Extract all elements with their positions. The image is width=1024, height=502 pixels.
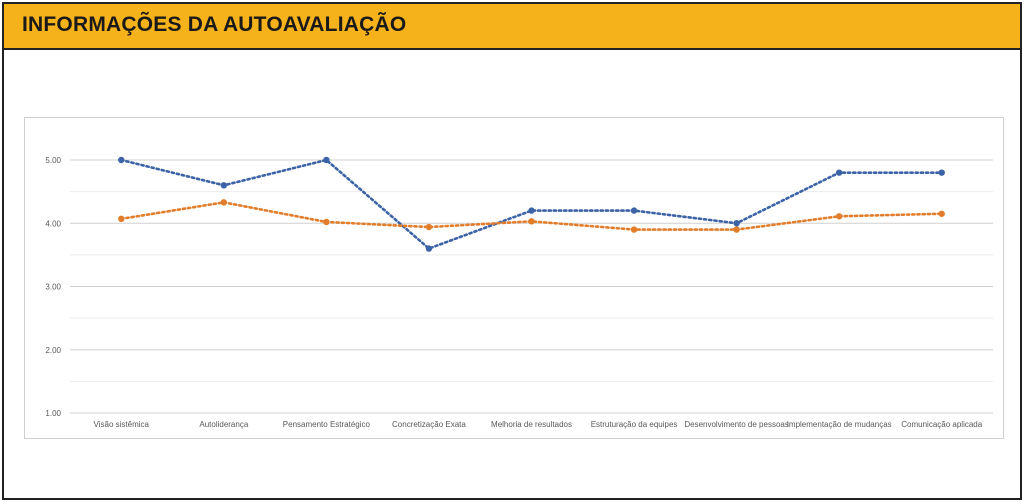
series-2-point [733,226,740,233]
x-tick-label: Concretização Exata [392,420,466,429]
series-2-point [528,218,535,225]
series-2-point [938,210,945,217]
series-1-point [938,169,945,176]
series-2-point [835,213,843,220]
y-tick-label: 2.00 [45,346,61,355]
line-chart: 1.00 2.00 3.00 4.00 5.00 Visão sistêmica Autol… [45,156,993,429]
series-1-point [733,220,740,227]
series-2-point [118,215,125,223]
series-2-point [323,218,330,226]
y-tick-label: 5.00 [45,156,61,165]
series-1-point [118,156,125,164]
x-tick-label: Autoliderança [199,420,248,429]
x-tick-label: Implementação de mudanças [787,420,892,429]
series-2-point [425,223,433,231]
x-tick-label: Visão sistêmica [94,420,150,429]
series-2-line [119,201,944,231]
series-2-point [630,226,638,233]
series-1-point [425,245,433,252]
series-1-line [119,158,944,251]
series-1-point [630,207,638,214]
x-tick-label: Desenvolvimento de pessoas [684,420,789,429]
series-1-point [323,156,330,164]
x-tick-label: Pensamento Estratégico [283,420,371,429]
series-2-point [220,199,228,206]
series-1-point [528,207,535,214]
y-tick-label: 3.00 [45,283,61,292]
x-tick-label: Melhoria de resultados [491,420,572,429]
x-tick-label: Comunicação aplicada [901,420,982,429]
header-bar: INFORMAÇÕES DA AUTOAVALIAÇÃO [4,4,1020,50]
y-tick-label: 4.00 [45,219,61,228]
x-tick-label: Estruturação da equipes [591,420,678,429]
page-title: INFORMAÇÕES DA AUTOAVALIAÇÃO [22,13,407,36]
chart-container: 1.00 2.00 3.00 4.00 5.00 Visão sistêmica Autol… [24,117,1004,439]
y-tick-label: 1.00 [45,409,61,418]
series-1-point [220,182,228,189]
series-1-point [835,169,843,176]
